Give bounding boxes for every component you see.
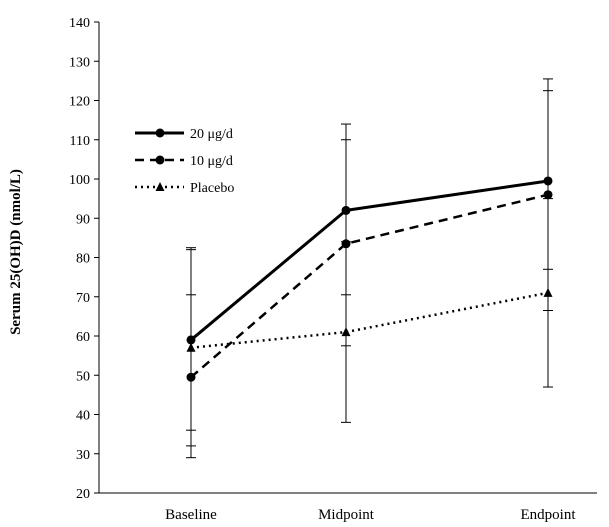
legend-label: Placebo: [190, 181, 234, 196]
error-bars: [186, 78, 553, 459]
legend-label: 20 μg/d: [190, 127, 233, 142]
data-point-circle: [341, 205, 351, 215]
data-point-circle: [186, 372, 196, 382]
legend: 20 μg/d 10 μg/d Placebo: [135, 127, 234, 196]
series-line: [190, 193, 549, 379]
y-tick-label: 90: [76, 212, 90, 227]
series-lines: [190, 179, 549, 379]
x-category-label: Midpoint: [318, 507, 375, 523]
legend-label: 10 μg/d: [190, 154, 233, 169]
y-tick-label: 60: [76, 330, 90, 345]
series-markers: [186, 176, 553, 382]
y-tick-label: 30: [76, 448, 90, 463]
data-point-circle: [155, 128, 165, 138]
y-tick-label: 40: [76, 409, 90, 424]
y-tick-label: 100: [69, 173, 90, 188]
data-point-circle: [186, 335, 196, 345]
data-point-triangle: [543, 287, 553, 297]
data-point-circle: [155, 155, 165, 165]
data-point-triangle: [341, 327, 351, 337]
y-axis-title: Serum 25(OH)D (nmol/L): [8, 169, 24, 335]
y-tick-label: 110: [70, 134, 90, 149]
series-line: [190, 179, 549, 342]
data-point-triangle: [155, 182, 165, 191]
y-tick-label: 80: [76, 252, 90, 267]
x-category-label: Endpoint: [521, 507, 577, 523]
y-tick-labels: 20 30 40 50 60 70 80 90 100 110 120 130 140: [69, 16, 90, 502]
data-point-circle: [341, 239, 351, 249]
y-tick-label: 140: [69, 16, 90, 31]
axes: [94, 21, 597, 494]
y-tick-label: 70: [76, 291, 90, 306]
y-tick-label: 50: [76, 369, 90, 384]
series-line: [190, 291, 549, 350]
y-tick-label: 120: [69, 95, 90, 110]
y-tick-label: 130: [69, 55, 90, 70]
y-tick-label: 20: [76, 487, 90, 502]
data-point-triangle: [186, 342, 196, 352]
data-point-circle: [543, 190, 553, 200]
data-point-circle: [543, 176, 553, 186]
x-category-label: Baseline: [165, 507, 217, 523]
x-category-labels: Baseline Midpoint Endpoint: [165, 507, 576, 523]
